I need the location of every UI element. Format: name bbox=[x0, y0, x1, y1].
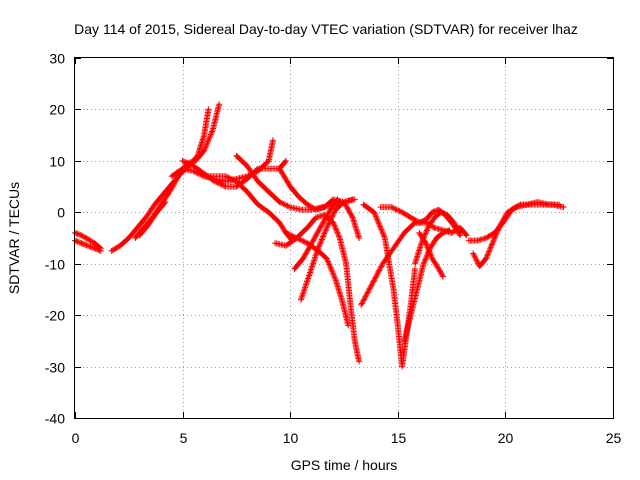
series-arc-19 bbox=[412, 209, 464, 267]
y-tick-label: -10 bbox=[45, 257, 65, 273]
data-markers bbox=[72, 101, 567, 370]
x-tick-label: 10 bbox=[283, 430, 299, 446]
series-markers bbox=[401, 227, 453, 344]
series-markers bbox=[136, 199, 169, 239]
y-tick-labels: -40 -30 -20 -10 0 10 20 30 bbox=[45, 51, 65, 427]
series-markers bbox=[276, 165, 363, 241]
series-markers bbox=[298, 196, 356, 303]
series-markers bbox=[108, 106, 212, 254]
x-tick-label: 25 bbox=[606, 430, 622, 446]
series-markers bbox=[412, 209, 464, 267]
x-tick-labels: 0 5 10 15 20 25 bbox=[72, 430, 622, 446]
series-arc-22 bbox=[470, 199, 563, 270]
x-axis-label: GPS time / hours bbox=[291, 457, 398, 473]
series-arc-10 bbox=[276, 165, 363, 241]
y-tick-label: -40 bbox=[45, 411, 65, 427]
series-arc-8 bbox=[201, 173, 296, 244]
x-tick-label: 0 bbox=[72, 430, 80, 446]
y-tick-label: 30 bbox=[49, 51, 65, 67]
series-arc-5 bbox=[136, 199, 169, 239]
x-tick-label: 5 bbox=[180, 430, 188, 446]
axis-ticks bbox=[75, 58, 614, 419]
chart-title: Day 114 of 2015, Sidereal Day-to-day VTE… bbox=[74, 21, 578, 37]
series-markers bbox=[470, 199, 563, 270]
y-tick-label: -20 bbox=[45, 308, 65, 324]
y-tick-label: -30 bbox=[45, 360, 65, 376]
y-tick-label: 10 bbox=[49, 154, 65, 170]
y-tick-label: 20 bbox=[49, 102, 65, 118]
series-arc-3 bbox=[108, 106, 212, 254]
series-arc-14 bbox=[298, 196, 356, 303]
series-arc-18 bbox=[401, 227, 453, 344]
series-markers bbox=[416, 229, 446, 280]
x-tick-label: 15 bbox=[391, 430, 407, 446]
grid-lines bbox=[75, 58, 613, 418]
y-tick-label: 0 bbox=[57, 205, 65, 221]
series-arc-20 bbox=[416, 229, 446, 280]
x-tick-label: 20 bbox=[498, 430, 514, 446]
series-arc-13 bbox=[291, 196, 341, 272]
plot-frame bbox=[74, 57, 614, 419]
y-axis-label: SDTVAR / TECUs bbox=[6, 182, 22, 294]
series-markers bbox=[291, 196, 341, 272]
series-markers bbox=[201, 173, 296, 244]
